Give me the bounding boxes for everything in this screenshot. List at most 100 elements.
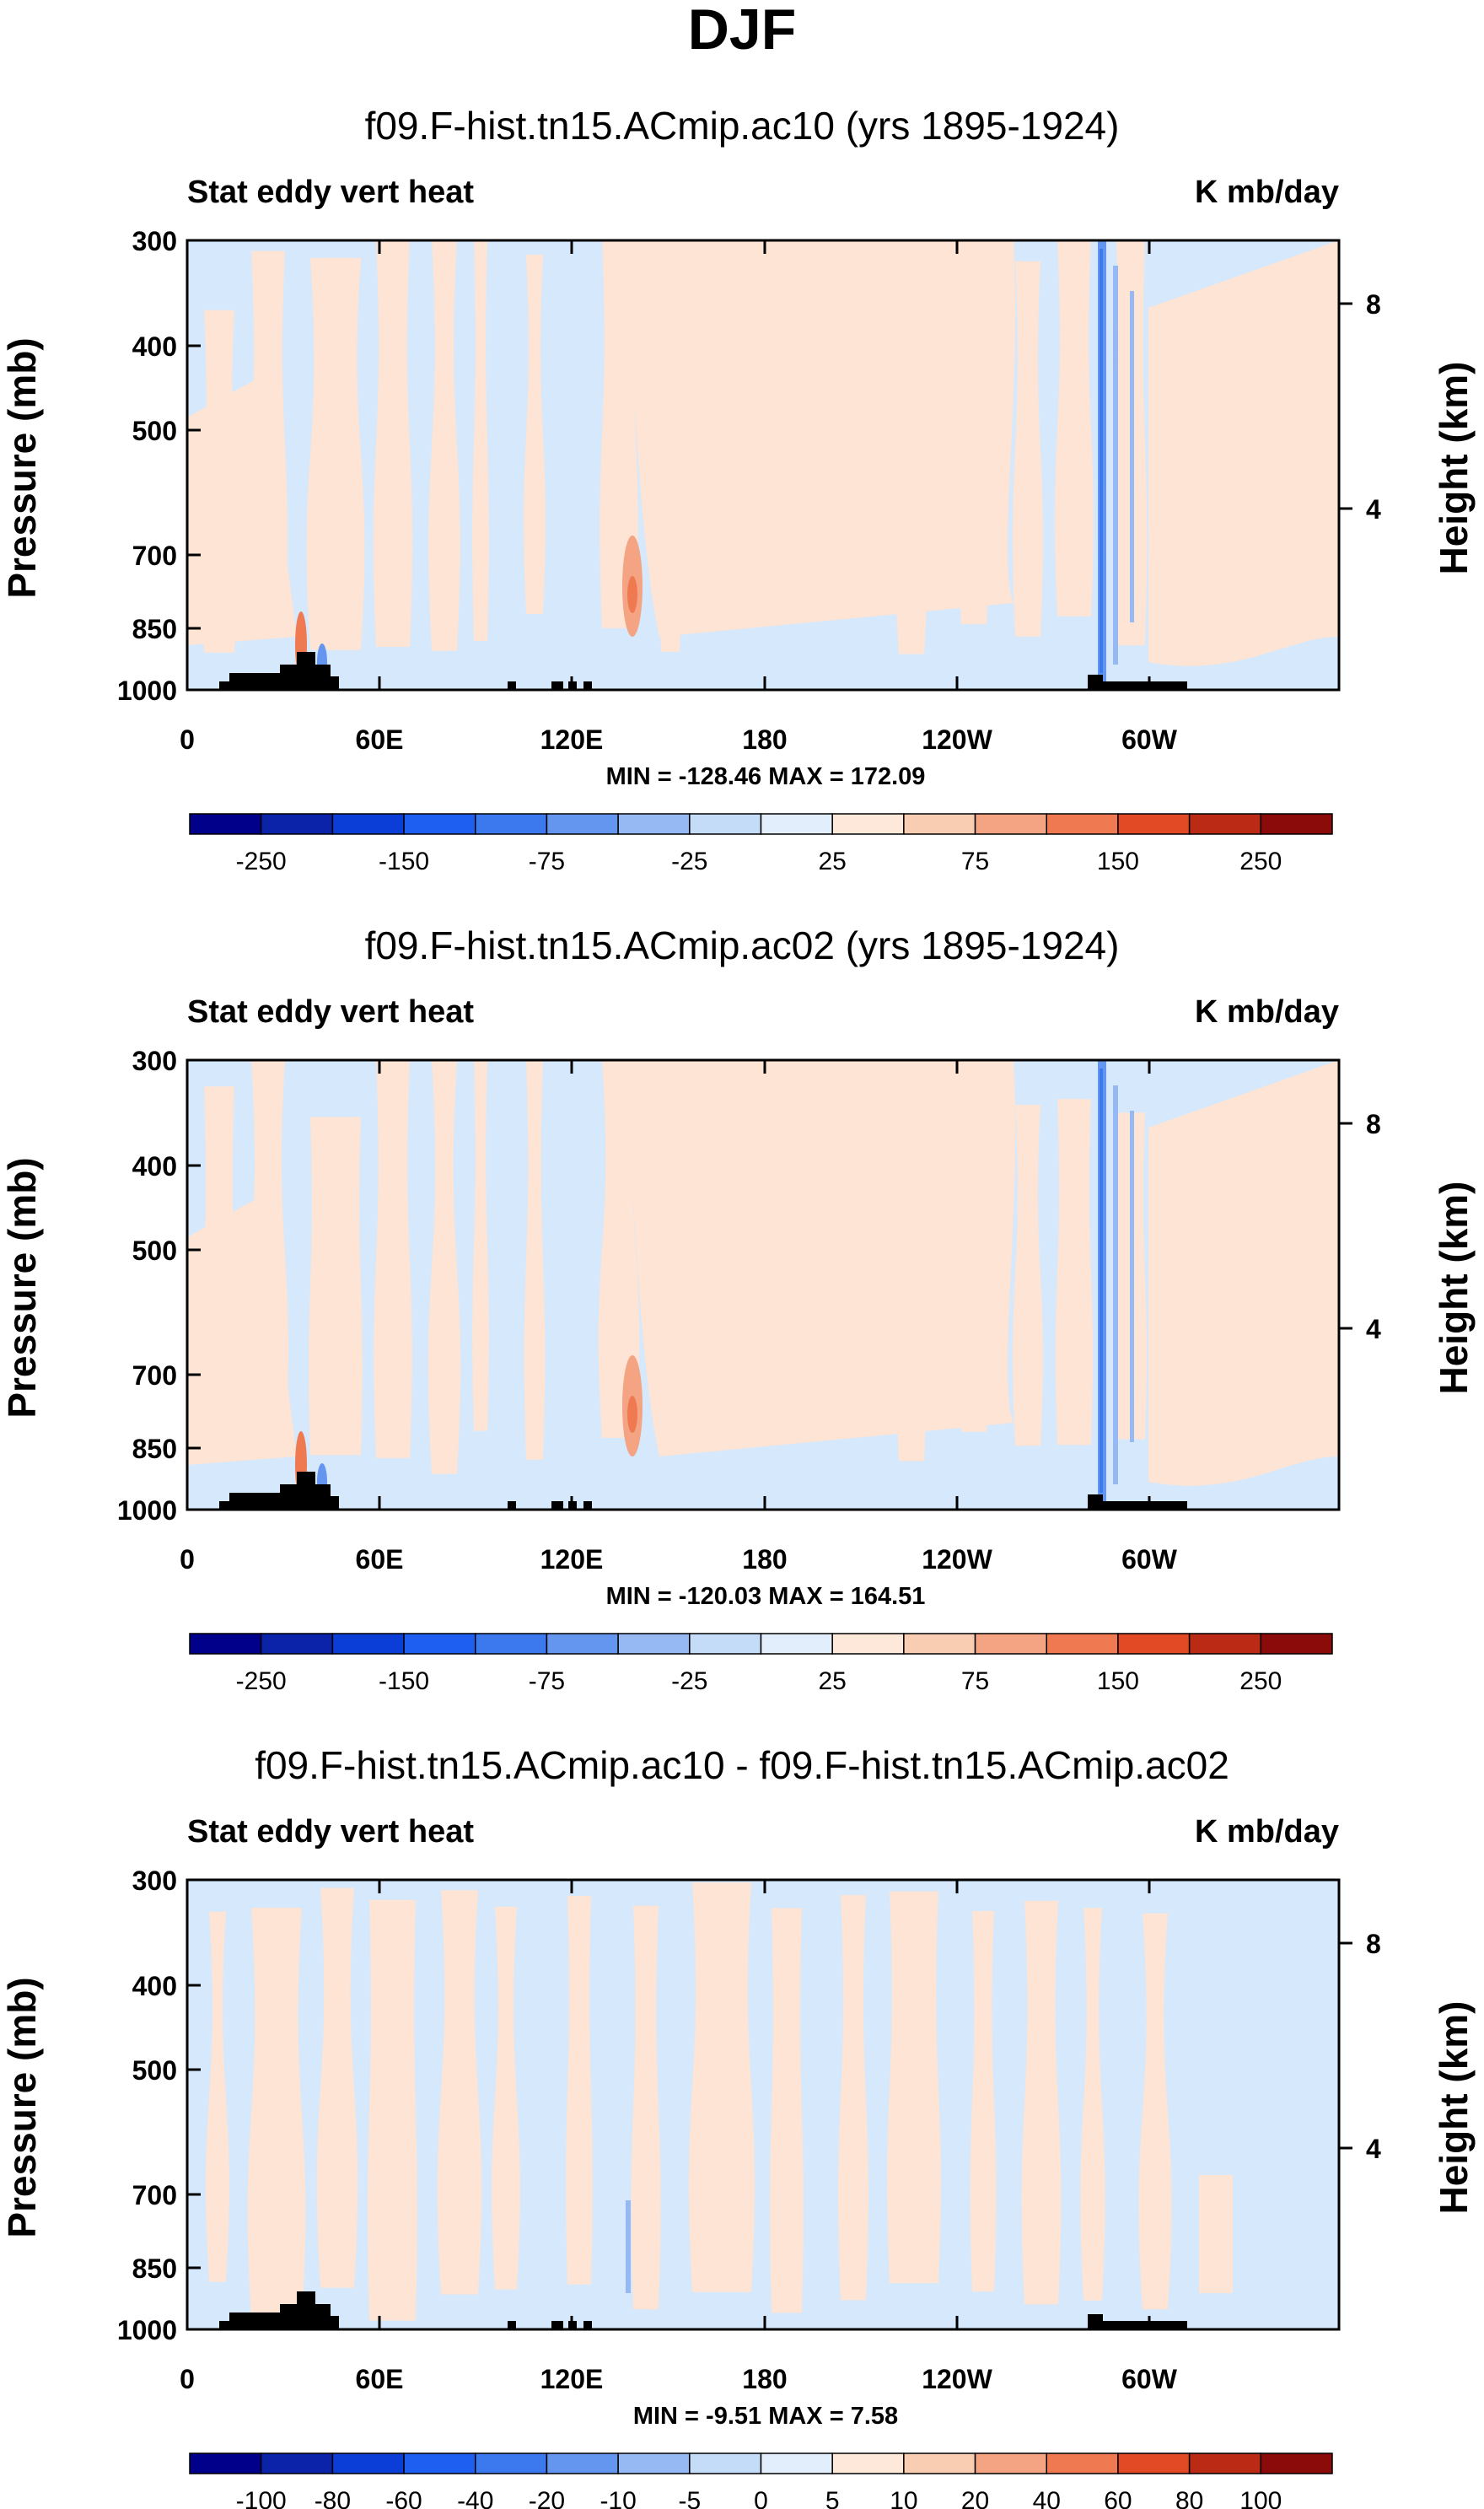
- topography-block: [508, 681, 516, 690]
- x-tick-label: 60W: [1121, 724, 1178, 755]
- topography-block: [583, 2321, 592, 2329]
- x-tick-label: 0: [180, 1544, 195, 1575]
- colorbar-swatch: [331, 2452, 405, 2474]
- colorbar-label: -250: [236, 1667, 287, 1695]
- positive-region: [837, 1895, 869, 2301]
- x-tick-label: 120W: [922, 2364, 992, 2394]
- topography-block: [331, 1496, 339, 1510]
- topography-block: [280, 1484, 297, 1510]
- right-label: K mb/day: [1195, 994, 1339, 1030]
- y-tick-label: 500: [132, 416, 177, 446]
- negative-core: [626, 2200, 631, 2293]
- topography-block: [280, 665, 297, 690]
- topography-block: [583, 1501, 592, 1510]
- colorbar-label: 100: [1239, 2487, 1282, 2509]
- colorbar-swatch: [617, 813, 691, 835]
- right-label: K mb/day: [1195, 1814, 1339, 1849]
- colorbar-swatch: [546, 813, 619, 835]
- positive-region: [524, 254, 546, 614]
- colorbar-swatch: [1046, 2452, 1119, 2474]
- y-tick-label: 300: [132, 226, 177, 256]
- y-right-axis-title: Height (km): [1432, 2001, 1476, 2215]
- positive-region: [437, 1890, 482, 2295]
- positive-region: [770, 1908, 804, 2313]
- topography-block: [297, 652, 315, 690]
- topography-block: [219, 2321, 229, 2329]
- positive-region: [626, 240, 1016, 637]
- colorbar-label: -20: [529, 2487, 565, 2509]
- colorbar-swatch: [760, 2452, 833, 2474]
- topography-block: [219, 681, 229, 690]
- positive-region: [688, 1882, 755, 2292]
- colorbar-swatch: [903, 2452, 976, 2474]
- colorbar-swatch: [1117, 2452, 1191, 2474]
- colorbar-swatch: [1260, 813, 1333, 835]
- left-label: Stat eddy vert heat: [187, 1814, 474, 1849]
- x-tick-label: 120E: [540, 724, 604, 755]
- positive-region: [1012, 261, 1044, 637]
- colorbar-label: -75: [529, 848, 565, 875]
- colorbar-swatch: [903, 813, 976, 835]
- right-label: K mb/day: [1195, 175, 1339, 210]
- positive-region: [524, 1060, 546, 1460]
- colorbar-label: -100: [236, 2487, 287, 2509]
- panel-title: f09.F-hist.tn15.ACmip.ac02 (yrs 1895-192…: [365, 923, 1120, 967]
- topography-block: [583, 681, 592, 690]
- y-right-tick-label: 8: [1366, 1109, 1381, 1139]
- topography-block: [315, 2304, 331, 2329]
- colorbar-swatch: [1188, 1633, 1262, 1655]
- positive-region: [970, 1911, 997, 2292]
- colorbar-label: 80: [1175, 2487, 1203, 2509]
- x-tick-label: 120E: [540, 2364, 604, 2394]
- positive-region: [187, 1195, 297, 1465]
- positive-region: [1055, 1099, 1094, 1446]
- colorbar-label: 40: [1033, 2487, 1061, 2509]
- topography-block: [229, 673, 280, 690]
- colorbar-swatch: [617, 2452, 691, 2474]
- colorbar-swatch: [974, 2452, 1047, 2474]
- colorbar-swatch: [1260, 2452, 1333, 2474]
- field-contours: [206, 1882, 1233, 2321]
- positive-core: [627, 576, 637, 613]
- negative-core: [1113, 1085, 1118, 1484]
- x-tick-label: 60E: [356, 724, 404, 755]
- y-tick-label: 850: [132, 2253, 177, 2284]
- colorbar-label: -40: [457, 2487, 493, 2509]
- positive-region: [492, 1906, 520, 2290]
- y-right-tick-label: 4: [1366, 1314, 1381, 1344]
- positive-region: [887, 1891, 941, 2284]
- y-tick-label: 300: [132, 1866, 177, 1896]
- colorbar-label: -5: [678, 2487, 701, 2509]
- colorbar-swatch: [1188, 2452, 1262, 2474]
- colorbar-label: 25: [819, 848, 847, 875]
- x-tick-label: 180: [742, 2364, 787, 2394]
- topography: [219, 1472, 1187, 1510]
- y-axis-title: Pressure (mb): [0, 1157, 44, 1418]
- positive-region: [472, 1060, 489, 1431]
- colorbar-swatch: [831, 813, 905, 835]
- figure-title: DJF: [688, 0, 796, 62]
- y-right-axis-title: Height (km): [1432, 1182, 1476, 1395]
- colorbar-swatch: [760, 1633, 833, 1655]
- topography-block: [229, 2312, 280, 2329]
- y-axis-title: Pressure (mb): [0, 337, 44, 598]
- stats-label: MIN = -128.46 MAX = 172.09: [606, 763, 926, 790]
- topography-block: [297, 1472, 315, 1510]
- panel-title: f09.F-hist.tn15.ACmip.ac10 - f09.F-hist.…: [255, 1743, 1229, 1787]
- colorbar-swatch: [260, 2452, 334, 2474]
- topography-block: [219, 1501, 229, 1510]
- topography-block: [315, 665, 331, 690]
- x-tick-label: 180: [742, 724, 787, 755]
- colorbar-swatch: [403, 1633, 476, 1655]
- y-tick-label: 400: [132, 1151, 177, 1182]
- colorbar-swatch: [903, 1633, 976, 1655]
- colorbar-swatch: [689, 1633, 762, 1655]
- colorbar-label: -75: [529, 1667, 565, 1695]
- x-tick-label: 60W: [1121, 1544, 1178, 1575]
- colorbar: -100 -80 -60 -40 -20 -10 -5 0 5 10 20 40 60 80 100: [189, 2452, 1333, 2509]
- colorbar-label: 20: [961, 2487, 989, 2509]
- chart-panel-3: f09.F-hist.tn15.ACmip.ac10 - f09.F-hist.…: [0, 1743, 1476, 2509]
- y-tick-label: 1000: [117, 676, 177, 706]
- colorbar-swatch: [546, 2452, 619, 2474]
- colorbar-label: -150: [379, 848, 429, 875]
